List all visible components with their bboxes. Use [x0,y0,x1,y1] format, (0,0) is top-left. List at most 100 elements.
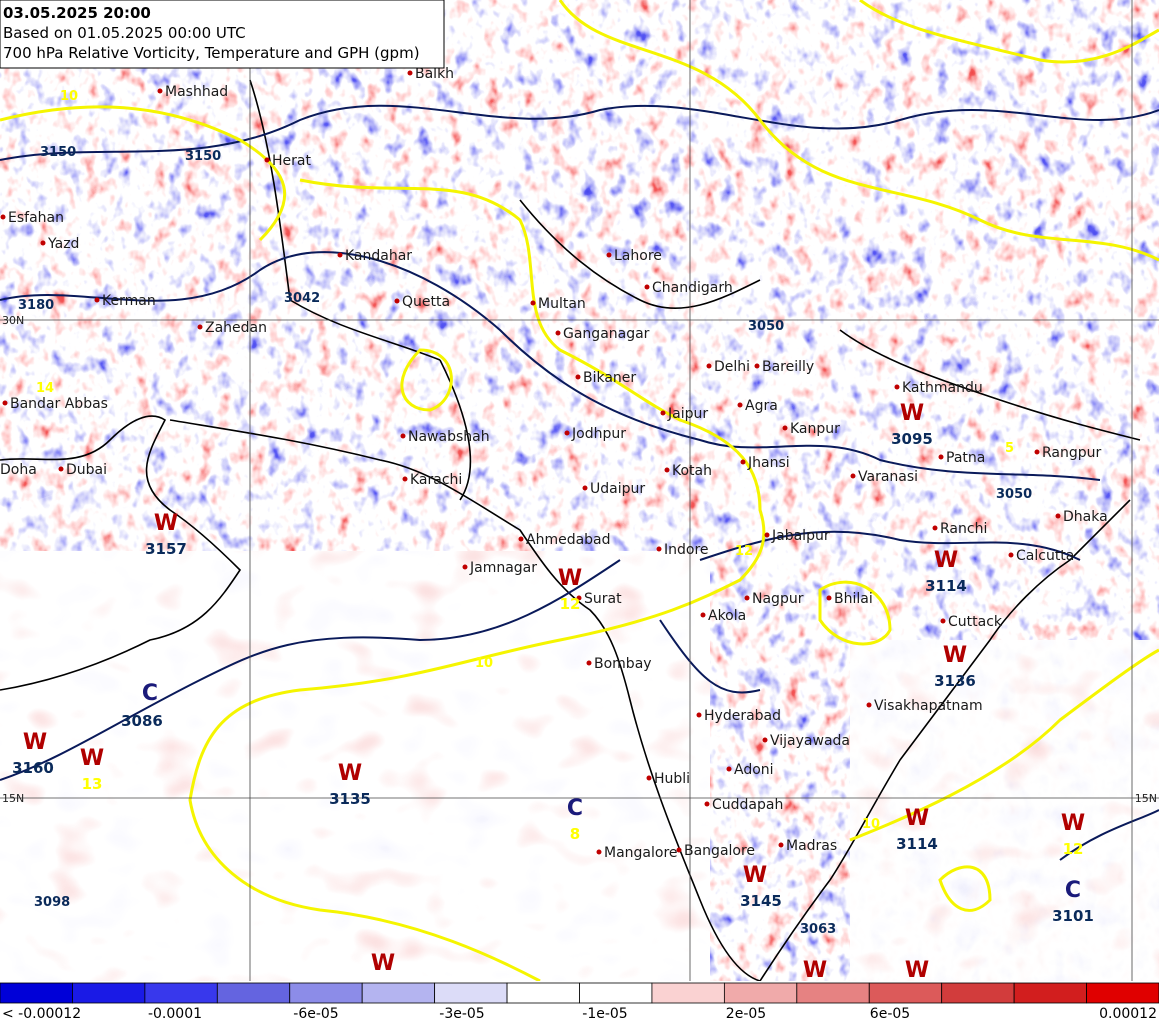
system-value: 3095 [891,430,933,448]
city-marker [407,70,413,76]
system-letter: W [905,958,929,983]
city-label: Cuttack [948,614,1003,630]
city-marker [744,595,750,601]
city-label: Quetta [402,294,450,310]
map-title: 700 hPa Relative Vorticity, Temperature … [3,44,420,62]
city-marker [394,298,400,304]
city-label: Dhaka [1063,509,1108,525]
system-letter: W [558,566,582,591]
city-marker [644,284,650,290]
system-value: 13 [82,775,103,793]
city-marker [704,801,710,807]
colorbar-swatch [579,982,653,1004]
city-label: Madras [786,838,837,854]
system-value: 3114 [925,577,967,595]
city-marker [402,476,408,482]
city-label: Visakhapatnam [874,698,983,714]
system-letter: C [567,796,583,821]
city-marker [737,402,743,408]
city-label: Udaipur [590,481,645,497]
system-value: 3157 [145,540,187,558]
city-marker [850,473,856,479]
system-letter: W [743,863,767,888]
city-label: Cuddapah [712,797,783,813]
city-label: Kotah [672,463,712,479]
city-marker [676,847,682,853]
contour-label: 3150 [40,145,76,160]
system-value: 3086 [121,712,163,730]
city-marker [555,330,561,336]
city-label: Indore [664,542,709,558]
system-letter: W [943,643,967,668]
colorbar-swatch [941,982,1015,1004]
system-letter: W [1061,811,1085,836]
city-label: Adoni [734,762,774,778]
system-value: 12 [560,595,581,613]
city-label: Kathmandu [902,380,983,396]
city-marker [940,618,946,624]
city-label: Bareilly [762,359,814,375]
city-label: Ahmedabad [526,532,611,548]
system-letter: W [803,958,827,983]
city-marker [606,252,612,258]
city-marker [754,363,760,369]
city-marker [1055,513,1061,519]
city-label: Bombay [594,656,652,672]
system-letter: C [142,681,158,706]
latitude-label: 15N [2,792,24,805]
city-marker [660,410,666,416]
city-label: Bhilai [834,591,873,607]
city-marker [700,612,706,618]
city-marker [337,252,343,258]
city-marker [0,214,6,220]
city-label: Varanasi [858,469,918,485]
city-marker [582,485,588,491]
colorbar-label: -0.0001 [148,1006,202,1022]
city-marker [782,425,788,431]
system-letter: W [371,951,395,976]
city-marker [706,363,712,369]
city-label: Nawabshah [408,429,490,445]
city-marker [564,430,570,436]
city-label: Mashhad [165,84,228,100]
city-marker [586,660,592,666]
city-label: Calcutta [1016,548,1074,564]
colorbar: < -0.00012 -0.0001 -6e-05 -3e-05 -1e-05 2e-05… [0,981,1159,1024]
city-label: Kandahar [345,248,412,264]
city-marker [596,849,602,855]
city-label: Surat [584,591,622,607]
system-value: 3135 [329,790,371,808]
contour-label: 3042 [284,291,320,306]
city-label: Bikaner [583,370,636,386]
contour-label: 3150 [185,149,221,164]
city-marker [157,88,163,94]
coastlines [0,79,1141,982]
header-box: 03.05.2025 20:00 Based on 01.05.2025 00:… [0,0,445,69]
system-value: 3114 [896,835,938,853]
temperature-contours [0,0,1159,983]
colorbar-swatch [651,982,725,1004]
contour-label: 3180 [18,298,54,313]
city-marker [932,525,938,531]
system-value: 8 [570,825,580,843]
city-marker [530,300,536,306]
city-label: Akola [708,608,746,624]
colorbar-label: 2e-05 [726,1006,766,1022]
system-letter: W [338,761,362,786]
city-label: Ganganagar [563,326,650,342]
city-label: Hubli [654,771,690,787]
colorbar-swatch [1013,982,1087,1004]
colorbar-swatch [868,982,943,1004]
colorbar-swatch [361,982,436,1004]
city-label: Kanpur [790,421,840,437]
city-marker [762,737,768,743]
city-label: Herat [272,153,311,169]
colorbar-swatch [144,982,218,1004]
contour-label: 10 [475,656,493,671]
city-label: Esfahan [8,210,64,226]
city-label: Ranchi [940,521,987,537]
city-label: Patna [946,450,985,466]
city-label: Chandigarh [652,280,733,296]
city-marker [576,595,582,601]
